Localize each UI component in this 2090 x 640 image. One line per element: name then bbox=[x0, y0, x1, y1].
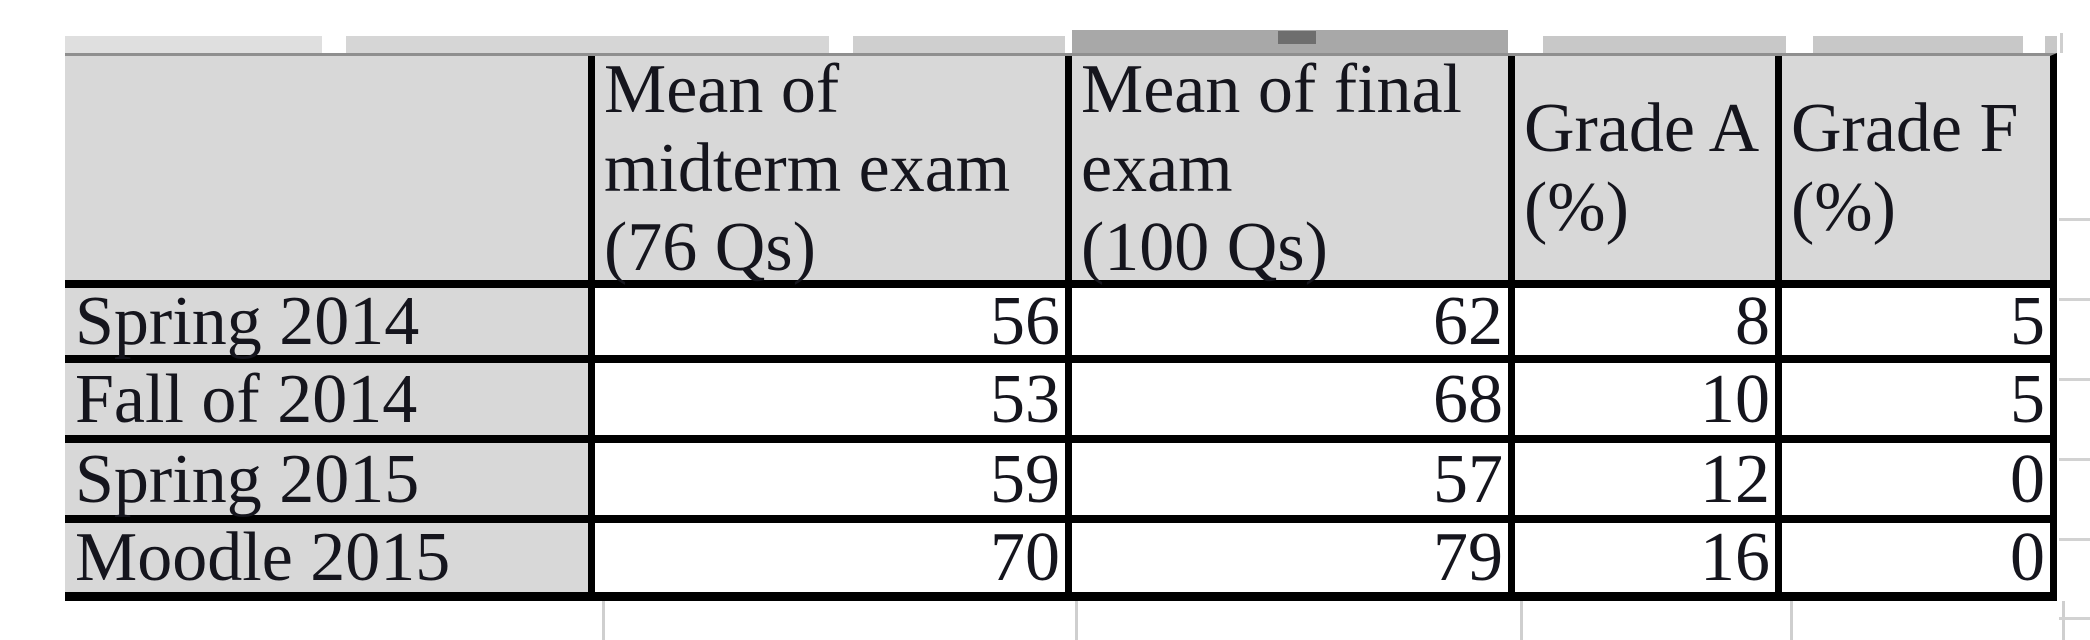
gridline-stub bbox=[2062, 601, 2065, 640]
gridline-stub bbox=[1520, 601, 1523, 640]
cell-spring-2014-grade-f: 5 bbox=[1782, 287, 2050, 357]
cell-spring-2015-midterm: 59 bbox=[595, 443, 1065, 515]
cell-fall-2014-final: 68 bbox=[1072, 363, 1508, 435]
top-strip-segment bbox=[853, 36, 1065, 53]
gridline-stub bbox=[2059, 617, 2090, 620]
header-cell-grade-a: Grade A (%) bbox=[1515, 56, 1775, 280]
gridline-stub bbox=[2059, 378, 2090, 381]
gridline-stub bbox=[2059, 298, 2090, 301]
cell-spring-2014-grade-a: 8 bbox=[1515, 287, 1775, 357]
gridline-stub bbox=[2060, 33, 2063, 53]
cell-spring-2014-final: 62 bbox=[1072, 287, 1508, 357]
cell-spring-2015-final: 57 bbox=[1072, 443, 1508, 515]
cell-fall-2014-midterm: 53 bbox=[595, 363, 1065, 435]
header-cell-grade-f: Grade F (%) bbox=[1782, 56, 2050, 280]
row-label-spring-2014: Spring 2014 bbox=[65, 287, 588, 357]
cell-fall-2014-grade-a: 10 bbox=[1515, 363, 1775, 435]
exam-results-table[interactable]: Mean of midterm exam (76 Qs) Mean of fin… bbox=[65, 51, 2057, 601]
gridline-stub bbox=[2059, 538, 2090, 541]
top-strip-segment bbox=[346, 36, 829, 53]
row-label-fall-2014: Fall of 2014 bbox=[65, 363, 588, 435]
cell-spring-2015-grade-f: 0 bbox=[1782, 443, 2050, 515]
gridline-stub bbox=[1075, 601, 1078, 640]
cell-moodle-2015-final: 79 bbox=[1072, 523, 1508, 593]
header-cell-midterm-mean: Mean of midterm exam (76 Qs) bbox=[595, 51, 1065, 286]
cell-moodle-2015-grade-a: 16 bbox=[1515, 523, 1775, 593]
header-cell-blank bbox=[65, 56, 588, 280]
top-strip-segment bbox=[65, 36, 322, 53]
gridline-stub bbox=[2059, 218, 2090, 221]
top-strip-segment bbox=[1543, 36, 1786, 53]
top-strip-segment bbox=[2045, 36, 2057, 53]
cell-moodle-2015-midterm: 70 bbox=[595, 523, 1065, 593]
row-label-moodle-2015: Moodle 2015 bbox=[65, 523, 588, 593]
gridline-stub bbox=[602, 601, 605, 640]
cell-moodle-2015-grade-f: 0 bbox=[1782, 523, 2050, 593]
top-strip-smudge bbox=[1278, 31, 1316, 44]
cell-spring-2015-grade-a: 12 bbox=[1515, 443, 1775, 515]
top-strip-segment bbox=[1813, 36, 2023, 53]
gridline-stub bbox=[2059, 458, 2090, 461]
cell-spring-2014-midterm: 56 bbox=[595, 287, 1065, 357]
gridline-stub bbox=[1790, 601, 1793, 640]
header-cell-final-mean: Mean of final exam (100 Qs) bbox=[1072, 51, 1508, 286]
cell-fall-2014-grade-f: 5 bbox=[1782, 363, 2050, 435]
row-label-spring-2015: Spring 2015 bbox=[65, 443, 588, 515]
